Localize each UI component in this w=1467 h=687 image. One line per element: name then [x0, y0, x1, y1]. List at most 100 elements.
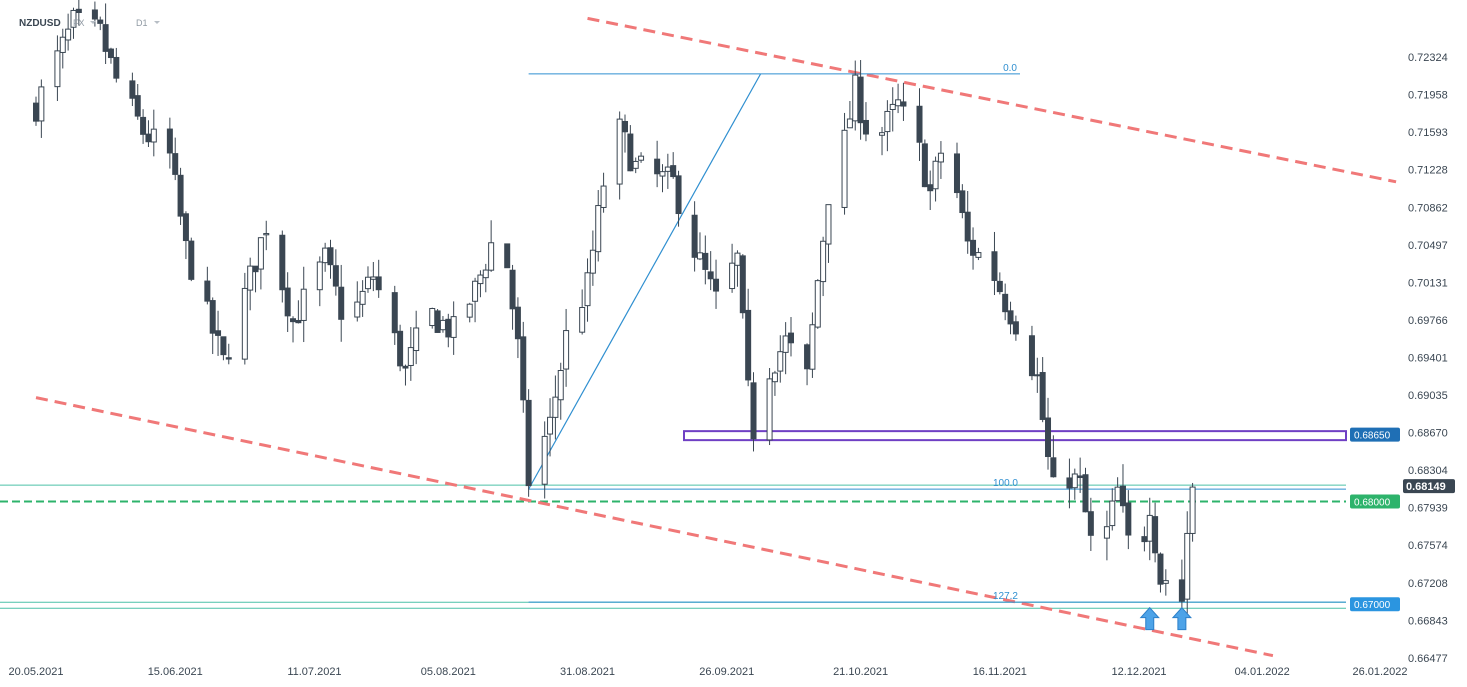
candle — [225, 343, 232, 365]
candle — [659, 164, 666, 193]
candle — [402, 364, 409, 386]
price-tick-label: 0.69766 — [1408, 315, 1448, 327]
round-level-badge-label: 0.68000 — [1354, 497, 1391, 508]
time-axis[interactable]: 20.05.2021 15.06.2021 11.07.2021 05.08.2021… — [8, 666, 1407, 678]
candle-body-down — [622, 120, 629, 133]
price-axis[interactable]: 0.72324 0.71958 0.71593 0.71228 0.70862 0.704… — [1350, 52, 1455, 665]
round-level-badge-box — [1350, 494, 1400, 509]
support-badge-label: 0.67000 — [1354, 600, 1391, 611]
price-tick-label: 0.66477 — [1408, 653, 1448, 665]
candle-body-up — [600, 185, 607, 208]
candle-body-down — [1157, 553, 1164, 585]
market-dropdown-icon[interactable] — [90, 21, 96, 24]
candle — [734, 250, 741, 287]
candle-body-up — [563, 330, 570, 370]
candle — [1002, 283, 1009, 321]
candle — [391, 285, 398, 345]
candle-body-up — [247, 265, 254, 291]
candle-body-up — [841, 129, 848, 208]
candle — [600, 172, 607, 213]
candle — [1087, 497, 1094, 551]
candle-body-up — [557, 370, 564, 401]
candle-body-up — [1189, 486, 1196, 534]
candle — [364, 266, 371, 293]
candle — [525, 389, 532, 497]
candle — [472, 277, 479, 323]
horizontal-levels-layer — [0, 430, 1347, 609]
candle-body-down — [525, 399, 532, 487]
candle-body-down — [964, 211, 971, 242]
candle-body-down — [332, 265, 339, 287]
candle-body-up — [482, 269, 489, 279]
candle-body-down — [284, 287, 291, 317]
symbol-label[interactable]: NZDUSD — [19, 18, 61, 29]
candle — [215, 310, 222, 356]
fib-level-label: 127.2 — [993, 591, 1018, 602]
date-tick-label: 05.08.2021 — [421, 666, 476, 678]
candle-body-up — [616, 118, 623, 185]
candle — [1103, 510, 1110, 561]
candle — [33, 96, 39, 126]
candle-body-up — [241, 287, 248, 360]
candle — [729, 243, 736, 293]
candle-body-down — [900, 101, 907, 107]
candle — [1034, 357, 1041, 393]
candle — [150, 109, 157, 157]
candle — [809, 312, 816, 378]
candle — [1039, 357, 1046, 423]
candle-body-down — [33, 102, 39, 122]
candle — [322, 242, 329, 272]
candle-body-up — [852, 74, 859, 122]
candle-body-down — [675, 175, 682, 215]
candle-body-down — [670, 165, 677, 178]
candle-body-up — [70, 9, 77, 28]
candle-body-down — [204, 280, 211, 302]
candle-body-up — [809, 324, 816, 370]
candle — [54, 35, 61, 102]
candle-body-up — [439, 319, 446, 331]
candle-body-up — [782, 335, 789, 353]
candle-body-down — [102, 24, 109, 52]
candle — [595, 190, 602, 262]
trend-channel-layer — [35, 16, 1397, 658]
candle-body-up — [1146, 514, 1153, 542]
candle-body-down — [1039, 372, 1046, 420]
candle-body-down — [107, 48, 114, 59]
price-tick-label: 0.70862 — [1408, 202, 1448, 214]
candle — [290, 316, 297, 343]
candle-body-up — [322, 247, 329, 264]
candle-body-down — [991, 251, 998, 281]
candle-body-up — [638, 155, 645, 161]
timeframe-label[interactable]: D1 — [136, 18, 148, 28]
price-tick-label: 0.66843 — [1408, 615, 1448, 627]
date-tick-label: 26.09.2021 — [699, 666, 754, 678]
candle — [316, 256, 323, 307]
price-tick-label: 0.72324 — [1408, 52, 1448, 64]
timeframe-dropdown-icon[interactable] — [154, 21, 160, 24]
candle — [814, 279, 821, 329]
candle — [745, 288, 752, 387]
candle — [1125, 490, 1132, 550]
candle — [782, 322, 789, 375]
candle-body-up — [937, 152, 944, 163]
candle — [1146, 497, 1153, 561]
candle — [97, 16, 104, 31]
candles-layer — [33, 0, 1196, 623]
candle — [279, 230, 286, 303]
candle-body-down — [1082, 474, 1089, 513]
candle-body-down — [134, 95, 141, 117]
candle-body-up — [413, 327, 420, 352]
candle — [439, 316, 446, 333]
candle — [777, 335, 784, 383]
price-tick-label: 0.67208 — [1408, 578, 1448, 590]
candle-body-down — [504, 243, 511, 269]
candle-body-down — [1028, 335, 1035, 377]
candle — [927, 170, 934, 210]
candle-body-up — [552, 396, 559, 418]
candle-body-up — [1034, 374, 1041, 377]
candle — [263, 220, 270, 251]
candle — [804, 343, 811, 386]
candle — [857, 60, 864, 140]
